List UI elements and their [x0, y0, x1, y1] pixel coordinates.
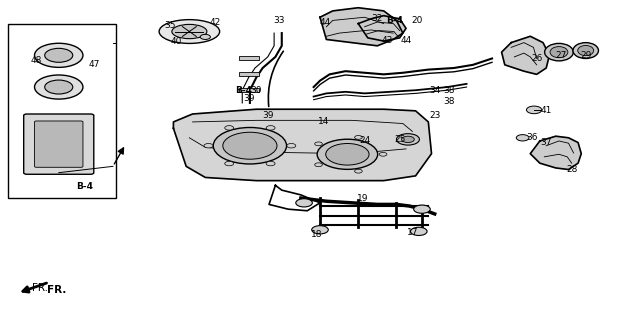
Circle shape: [225, 161, 234, 166]
Bar: [239, 72, 259, 76]
Text: 47: 47: [88, 60, 99, 69]
Text: 18: 18: [311, 230, 323, 239]
Text: 48: 48: [31, 56, 42, 65]
Text: 26: 26: [531, 54, 542, 63]
Text: 39: 39: [243, 94, 254, 103]
Text: 17: 17: [406, 228, 418, 237]
Ellipse shape: [159, 20, 220, 44]
Circle shape: [380, 152, 387, 156]
Circle shape: [401, 136, 414, 142]
Circle shape: [45, 48, 73, 62]
Polygon shape: [502, 36, 549, 74]
Text: 37: 37: [540, 138, 552, 147]
Text: 44: 44: [319, 18, 331, 27]
Ellipse shape: [172, 24, 207, 39]
Circle shape: [35, 75, 83, 99]
Text: 41: 41: [541, 106, 552, 115]
Circle shape: [413, 205, 430, 213]
Text: 38: 38: [444, 97, 455, 106]
Text: 32: 32: [372, 14, 383, 23]
Text: 24: 24: [359, 136, 370, 146]
Text: 29: 29: [580, 51, 591, 60]
Ellipse shape: [550, 47, 568, 58]
Text: 34: 34: [429, 86, 440, 95]
Circle shape: [200, 34, 211, 39]
Circle shape: [266, 126, 275, 130]
Text: 28: 28: [566, 165, 577, 174]
Circle shape: [35, 43, 83, 68]
Text: 42: 42: [209, 18, 221, 27]
Circle shape: [287, 143, 296, 148]
Text: B-4: B-4: [235, 86, 252, 95]
Circle shape: [312, 226, 328, 234]
Text: B-4: B-4: [76, 182, 93, 191]
Text: 35: 35: [164, 21, 176, 30]
Text: 33: 33: [273, 16, 284, 25]
Polygon shape: [173, 109, 431, 180]
Circle shape: [45, 80, 73, 94]
Text: 30: 30: [250, 86, 262, 95]
Circle shape: [396, 134, 419, 145]
Ellipse shape: [223, 132, 277, 159]
Ellipse shape: [317, 139, 378, 169]
Polygon shape: [358, 16, 406, 41]
Text: 25: 25: [394, 135, 405, 144]
Text: 43: 43: [381, 36, 392, 44]
Text: 14: 14: [317, 117, 329, 126]
Circle shape: [516, 135, 529, 141]
Ellipse shape: [326, 143, 369, 165]
Text: 36: 36: [526, 133, 538, 142]
Ellipse shape: [213, 127, 287, 164]
FancyBboxPatch shape: [35, 121, 83, 167]
Text: 40: 40: [171, 36, 182, 45]
Polygon shape: [531, 136, 581, 170]
Circle shape: [204, 143, 213, 148]
Text: 38: 38: [444, 86, 455, 95]
Text: 23: 23: [429, 111, 440, 120]
Text: 39: 39: [262, 111, 273, 120]
Bar: [239, 88, 259, 92]
Text: FR.: FR.: [31, 284, 47, 293]
Polygon shape: [320, 8, 403, 46]
Circle shape: [315, 142, 323, 146]
Ellipse shape: [578, 45, 594, 56]
Text: 19: 19: [357, 194, 369, 203]
Bar: [239, 56, 259, 60]
Circle shape: [410, 227, 427, 236]
Ellipse shape: [545, 44, 573, 61]
Circle shape: [315, 163, 323, 167]
Circle shape: [296, 199, 312, 207]
Circle shape: [355, 169, 362, 173]
FancyBboxPatch shape: [24, 114, 94, 174]
Ellipse shape: [573, 43, 598, 59]
Circle shape: [225, 126, 234, 130]
Circle shape: [527, 106, 541, 114]
Text: 44: 44: [401, 36, 412, 44]
Text: 20: 20: [411, 16, 422, 25]
Bar: [8, 24, 116, 198]
Circle shape: [355, 135, 362, 139]
Text: FR.: FR.: [47, 285, 67, 295]
Text: 27: 27: [555, 51, 566, 60]
Text: B-4: B-4: [386, 16, 403, 25]
Circle shape: [266, 161, 275, 166]
